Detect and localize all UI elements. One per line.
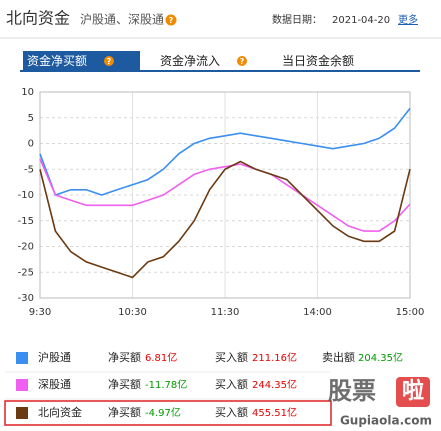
y-tick-label: -25 [18,267,34,278]
net-value: -4.97亿 [145,406,181,419]
legend-swatch [16,352,28,364]
help-icon-text[interactable]: ? [240,57,245,66]
date-label: 数据日期： [272,13,322,26]
net-value: -11.78亿 [145,378,187,391]
series-line [39,107,411,197]
help-icon-text[interactable]: ? [169,16,174,25]
help-icon[interactable] [104,56,114,66]
buy-value: 244.35亿 [252,378,297,391]
watermark: 股票 啦 Gupiaola.com [328,377,432,428]
legend-label: 北向资金 [38,405,82,419]
legend-label: 深股通 [38,378,71,391]
watermark-badge [396,377,430,407]
subtitle: 沪股通、深股通 [80,13,164,27]
tab-selected-bg[interactable] [23,51,140,71]
x-tick-label: 11:30 [211,307,240,318]
net-label: 净买额 [108,405,141,419]
buy-value: 211.16亿 [252,351,297,364]
legend-label: 沪股通 [38,350,71,364]
legend-swatch [16,379,28,391]
tab[interactable]: 当日资金余额 [282,53,354,68]
net-label: 净买额 [108,377,141,391]
sell-value: 204.35亿 [358,351,403,364]
tab[interactable]: 资金净流入 [160,53,220,68]
x-tick-label: 10:30 [118,307,147,318]
series-line [39,158,411,232]
page-title: 北向资金 [6,9,70,28]
help-icon-text[interactable]: ? [107,57,112,66]
watermark-logo: 啦 [402,378,424,404]
y-tick-label: 0 [28,139,34,150]
y-tick-label: -15 [18,216,34,227]
buy-label: 买入额 [215,351,248,364]
highlight-box [4,400,332,426]
sell-label: 卖出额 [322,350,355,364]
tab[interactable]: 资金净买额 [27,53,87,68]
series-line [39,160,411,279]
watermark-logo: 股票 [328,377,376,405]
more-link[interactable]: 更多 [398,13,418,26]
plot-border [39,91,411,299]
y-tick-label: -20 [18,242,34,253]
buy-label: 买入额 [215,378,248,391]
buy-label: 买入额 [215,406,248,419]
date: 2021-04-20 [332,15,390,26]
net-value: 6.81亿 [145,351,177,364]
watermark-site: Gupiaola.com [340,414,432,428]
y-tick-label: -5 [24,164,34,175]
x-tick-label: 9:30 [29,307,51,318]
y-tick-label: -10 [18,190,34,201]
buy-value: 455.51亿 [252,406,297,419]
help-icon[interactable] [165,14,177,26]
y-tick-label: 5 [28,113,34,124]
x-tick-label: 15:00 [396,307,425,318]
y-tick-label: -30 [18,293,34,304]
help-icon[interactable] [237,56,247,66]
y-tick-label: 10 [21,87,34,98]
legend-swatch [16,407,28,419]
net-label: 净买额 [108,350,141,364]
x-tick-label: 14:00 [303,307,332,318]
